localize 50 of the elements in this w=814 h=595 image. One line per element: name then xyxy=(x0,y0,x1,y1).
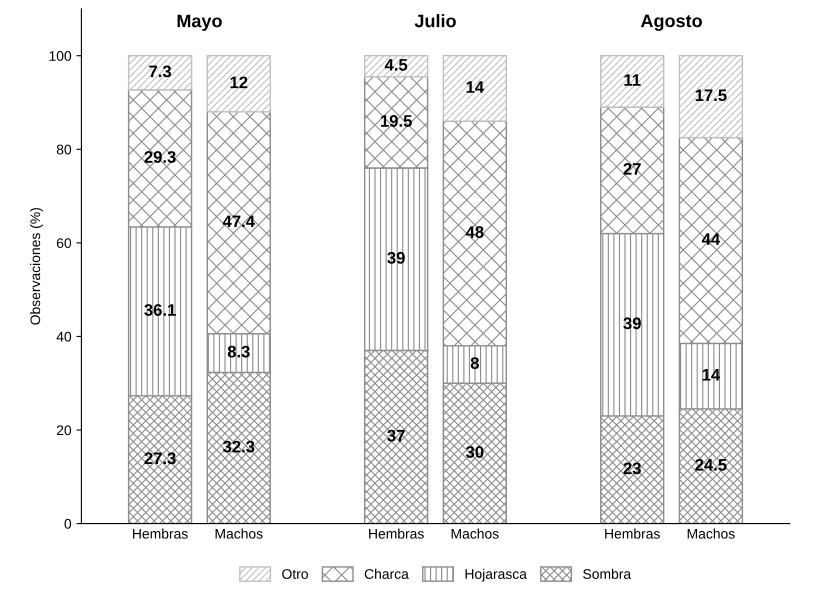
bar xyxy=(128,55,192,91)
y-axis-title: Observaciones (%) xyxy=(30,208,43,325)
y-tick-label: 100 xyxy=(50,51,72,61)
y-tick-label: 60 xyxy=(56,238,72,248)
x-tick-label: Machos xyxy=(688,528,735,539)
bar xyxy=(600,55,664,108)
x-tick-label: Machos xyxy=(216,528,263,539)
y-tick-label: 20 xyxy=(56,425,72,436)
data-label: 39 xyxy=(623,317,641,330)
bar xyxy=(206,55,271,113)
data-label: 29.3 xyxy=(144,151,176,163)
y-tick-label: 0 xyxy=(64,518,72,529)
legend-label: Hojarasca xyxy=(466,568,527,582)
data-label: 19.5 xyxy=(380,115,412,127)
y-tick-label: 80 xyxy=(56,144,72,154)
bar xyxy=(364,55,428,78)
annotation: Julio xyxy=(414,14,456,28)
data-label: 27 xyxy=(624,163,641,175)
data-label: 48 xyxy=(466,226,484,238)
legend-label: Sombra xyxy=(583,568,632,579)
data-label: 4.5 xyxy=(384,59,408,71)
annotation: Mayo xyxy=(178,14,222,31)
y-tick-label: 40 xyxy=(56,332,72,342)
data-label: 12 xyxy=(230,76,248,88)
data-label: 8.3 xyxy=(228,346,250,358)
data-label: 36.1 xyxy=(144,304,176,316)
data-label: 30 xyxy=(466,446,484,458)
x-tick-label: Hembras xyxy=(369,528,424,539)
data-label: 27.3 xyxy=(144,452,176,464)
data-label: 47.4 xyxy=(222,216,255,228)
legend-label: Charca xyxy=(364,568,409,579)
data-label: 32.3 xyxy=(222,440,254,453)
legend-label: Otro xyxy=(282,569,308,579)
data-label: 44 xyxy=(702,233,720,245)
data-label: 37 xyxy=(387,430,405,442)
data-label: 14 xyxy=(702,369,720,381)
annotation: Agosto xyxy=(640,14,702,31)
x-tick-label: Hembras xyxy=(605,528,660,539)
data-label: 14 xyxy=(466,81,484,93)
bar xyxy=(442,55,508,122)
x-tick-label: Hembras xyxy=(133,528,188,539)
data-label: 17.5 xyxy=(696,89,727,102)
data-label: 39 xyxy=(387,252,405,264)
data-label: 24.5 xyxy=(695,458,727,471)
data-label: 23 xyxy=(624,462,641,474)
bar xyxy=(678,55,744,138)
data-label: 7.3 xyxy=(149,65,172,78)
data-label: 8 xyxy=(470,357,479,369)
data-label: 11 xyxy=(624,74,641,86)
x-tick-label: Machos xyxy=(452,528,499,539)
